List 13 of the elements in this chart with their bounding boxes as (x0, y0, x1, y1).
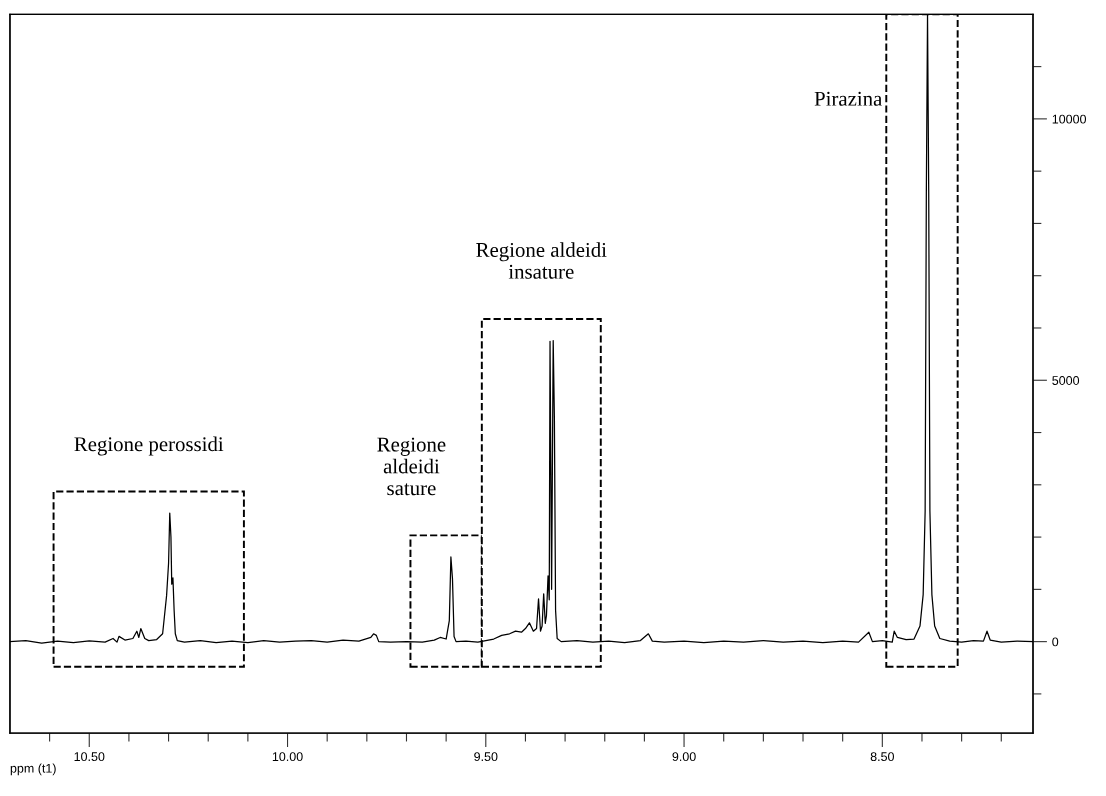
x-tick-label: 8.50 (870, 752, 894, 762)
band-label: Regione aldeidi insature (476, 242, 607, 279)
y-tick-label: 10000 (1052, 114, 1087, 124)
band-label: Pirazina (814, 91, 883, 106)
x-tick-label: 9.50 (474, 752, 498, 762)
x-tick-label: 10.50 (74, 752, 105, 762)
y-tick-label: 5000 (1052, 376, 1080, 385)
x-tick-label: 10.00 (272, 752, 303, 762)
y-tick-label: 0 (1052, 637, 1059, 647)
x-axis-title: ppm (t1) (10, 763, 56, 776)
x-tick-label: 9.00 (672, 752, 696, 762)
band-label: Regione aldeidi sature (377, 437, 446, 496)
band-label: Regione perossidi (74, 436, 224, 456)
